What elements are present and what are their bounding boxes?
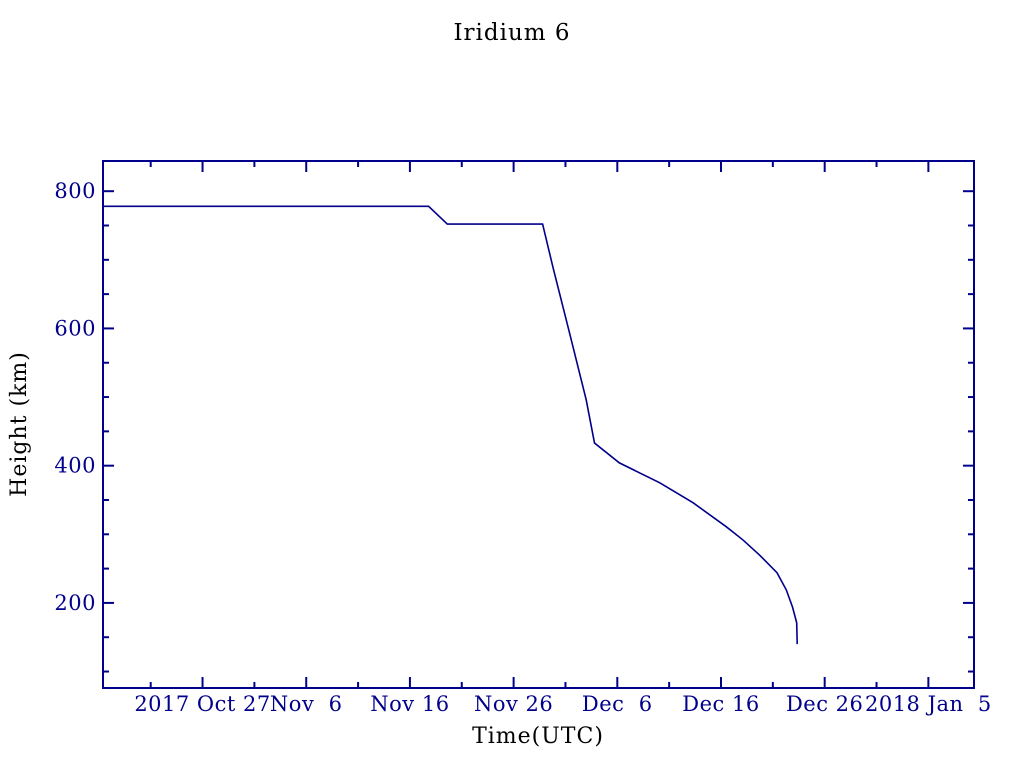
- y-axis-title: Height (km): [7, 351, 32, 497]
- height-curve: [103, 205, 798, 645]
- x-tick-label: Nov 16: [370, 692, 449, 716]
- x-tick-label: 2018 Jan 5: [865, 692, 992, 716]
- x-tick-label: 2017 Oct 27: [134, 692, 270, 716]
- y-tick-label: 800: [54, 179, 96, 203]
- x-tick-label: Dec 6: [582, 692, 653, 716]
- x-tick-label: Dec 26: [786, 692, 863, 716]
- plot-area: 2017 Oct 27 Nov 6 Nov 16 Nov 26 Dec 6 Dec 16 D…: [54, 160, 992, 716]
- y-tick-label: 400: [54, 454, 96, 478]
- y-tick-label: 600: [54, 316, 96, 340]
- x-axis-title: Time(UTC): [472, 724, 604, 749]
- chart-title: Iridium 6: [453, 20, 570, 46]
- y-tick-label: 200: [54, 591, 96, 615]
- x-tick-label: Nov 26: [474, 692, 553, 716]
- x-tick-label: Nov 6: [270, 692, 343, 716]
- plot-frame: [102, 160, 975, 689]
- x-tick-label: Dec 16: [682, 692, 759, 716]
